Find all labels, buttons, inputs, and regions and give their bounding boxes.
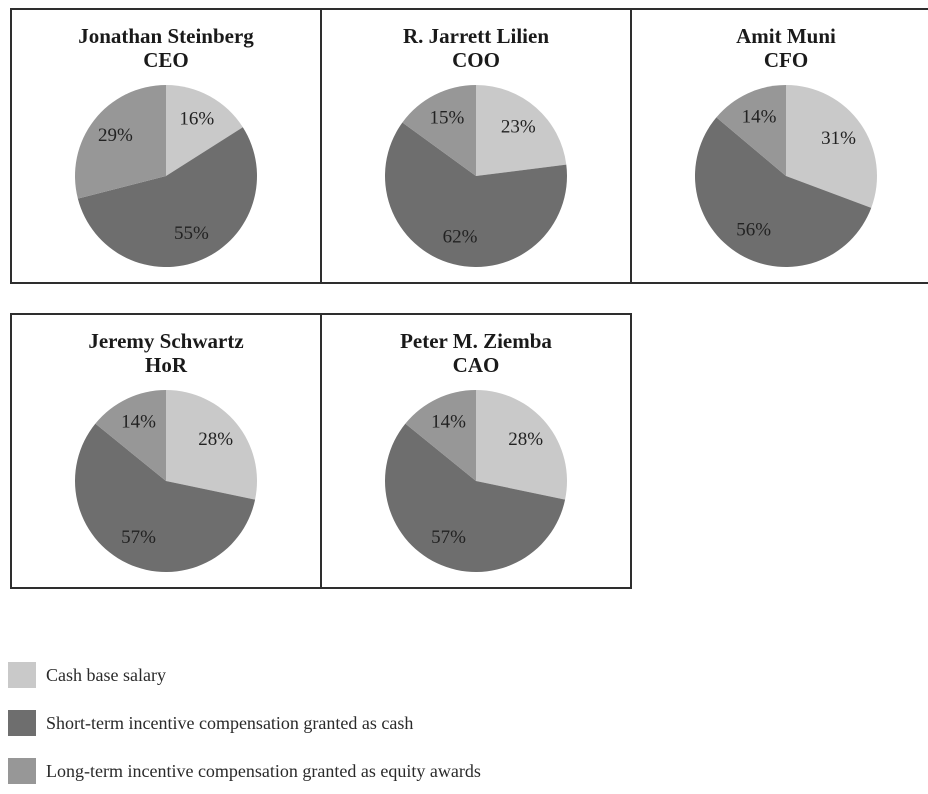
pie-slice-cash-base-salary (166, 85, 243, 176)
pie-slice-label: 15% (429, 107, 464, 128)
pie-chart: 23% 62% 15% (384, 85, 567, 268)
chart-panel-cao: Peter M. Ziemba CAO 28% 57% 14% (320, 313, 632, 589)
pie-slice-cash-base-salary (476, 390, 567, 500)
panel-title: Jonathan Steinberg CEO (12, 24, 320, 72)
pie-slice-label: 57% (121, 527, 156, 548)
legend-swatch (8, 662, 36, 688)
pie-slice-label: 62% (443, 226, 478, 247)
panel-title: Amit Muni CFO (632, 24, 928, 72)
pie-slice-label: 23% (501, 116, 536, 137)
pie-slice-long-term-equity (716, 85, 786, 176)
pie-chart: 28% 57% 14% (384, 390, 567, 573)
pie-slice-label: 28% (198, 429, 233, 450)
pie-slice-short-term-cash (384, 423, 566, 573)
pie-slice-label: 28% (508, 429, 543, 450)
executive-name: Amit Muni (736, 24, 836, 48)
legend-label: Long-term incentive compensation granted… (46, 761, 481, 781)
executive-name: R. Jarrett Lilien (403, 24, 549, 48)
pie-slice-short-term-cash (384, 122, 567, 268)
panel-title: Jeremy Schwartz HoR (12, 329, 320, 377)
panel-title: Peter M. Ziemba CAO (322, 329, 630, 377)
pie-slice-long-term-equity (95, 390, 166, 481)
pie-chart: 28% 57% 14% (74, 390, 257, 573)
pie-slice-label: 57% (431, 527, 466, 548)
pie-slice-long-term-equity (405, 390, 476, 481)
chart-panel-coo: R. Jarrett Lilien COO 23% 62% 15% (320, 8, 632, 284)
pie-slice-label: 56% (736, 220, 771, 241)
legend-label: Cash base salary (46, 665, 166, 685)
pie-slice-cash-base-salary (786, 85, 877, 208)
pie-chart: 31% 56% 14% (694, 85, 877, 268)
chart-panel-cfo: Amit Muni CFO 31% 56% 14% (630, 8, 928, 284)
panel-title: R. Jarrett Lilien COO (322, 24, 630, 72)
chart-panel-hor: Jeremy Schwartz HoR 28% 57% 14% (10, 313, 322, 589)
executive-name: Peter M. Ziemba (400, 329, 552, 353)
pie-slice-label: 31% (821, 128, 856, 149)
pie-slice-long-term-equity (402, 85, 476, 176)
executive-name: Jeremy Schwartz (88, 329, 244, 353)
executive-role: CFO (763, 48, 809, 72)
pie-slice-short-term-cash (694, 117, 872, 268)
executive-role: HoR (145, 353, 187, 377)
pie-slice-short-term-cash (77, 127, 258, 268)
pie-slice-cash-base-salary (166, 390, 257, 500)
executive-role: CAO (452, 353, 500, 377)
pie-slice-label: 14% (431, 412, 466, 433)
chart-panel-ceo: Jonathan Steinberg CEO 16% 55% 29% (10, 8, 322, 284)
pie-chart: 16% 55% 29% (75, 85, 258, 268)
pie-slice-cash-base-salary (476, 85, 567, 176)
pie-slice-short-term-cash (74, 423, 256, 573)
pie-slice-label: 16% (179, 108, 214, 129)
pie-slice-label: 14% (742, 106, 777, 127)
executive-role: COO (452, 48, 500, 72)
pie-slice-label: 29% (98, 125, 133, 146)
pie-slice-label: 55% (174, 223, 209, 244)
legend-swatch (8, 758, 36, 784)
legend-label: Short-term incentive compensation grante… (46, 713, 414, 733)
pie-slice-label: 14% (121, 412, 156, 433)
legend-swatch (8, 710, 36, 736)
pie-slice-long-term-equity (75, 85, 166, 199)
executive-role: CEO (143, 48, 189, 72)
executive-name: Jonathan Steinberg (78, 24, 254, 48)
